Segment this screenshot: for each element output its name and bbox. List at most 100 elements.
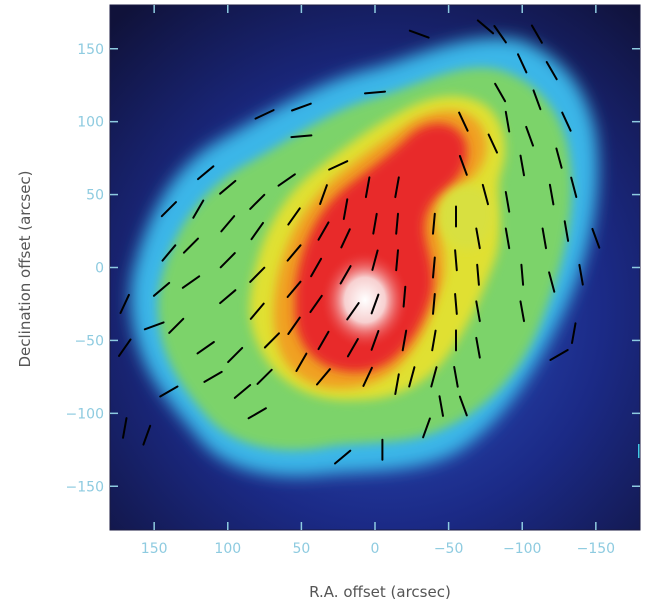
polarization-vector bbox=[563, 220, 570, 242]
polarization-vector bbox=[295, 352, 308, 372]
y-tick-label: −150 bbox=[66, 479, 104, 495]
polarization-vector bbox=[249, 302, 265, 320]
polarization-vector bbox=[319, 184, 328, 205]
polarization-vector bbox=[161, 244, 177, 262]
y-axis-label: Declination offset (arcsec) bbox=[16, 170, 34, 367]
polarization-vector bbox=[481, 183, 489, 206]
polarization-vector bbox=[408, 366, 416, 388]
polarization-vector bbox=[454, 293, 458, 315]
x-tick-label: 50 bbox=[292, 541, 310, 557]
polarization-vector bbox=[431, 329, 437, 352]
x-tick-label: −50 bbox=[434, 541, 464, 557]
polarization-vector bbox=[181, 275, 201, 289]
polarization-vector bbox=[263, 332, 280, 349]
polarization-vector bbox=[453, 366, 459, 388]
polarization-vector bbox=[430, 366, 438, 388]
polarization-vector bbox=[286, 244, 302, 262]
polarization-vector bbox=[310, 257, 323, 278]
polarization-vector bbox=[119, 293, 130, 314]
polarization-vector bbox=[525, 125, 534, 147]
polarization-vector bbox=[532, 89, 542, 111]
polarization-vector bbox=[168, 317, 185, 334]
polarization-vector bbox=[256, 368, 273, 385]
polarization-vector bbox=[247, 407, 267, 420]
polarization-vector bbox=[548, 183, 555, 206]
polarization-vector bbox=[422, 417, 431, 439]
polarization-vector bbox=[287, 316, 301, 335]
polarization-vector bbox=[555, 147, 563, 169]
polarization-vector bbox=[370, 293, 380, 315]
y-tick-label: 100 bbox=[77, 115, 104, 131]
emission-core bbox=[320, 250, 410, 350]
polarization-vector bbox=[458, 155, 468, 176]
polarization-vector bbox=[233, 384, 252, 399]
polarization-vector bbox=[432, 293, 436, 315]
polarization-vector bbox=[328, 160, 349, 171]
polarization-vector bbox=[334, 449, 352, 465]
polarization-vector bbox=[339, 265, 352, 285]
x-axis-label: R.A. offset (arcsec) bbox=[309, 583, 451, 601]
polarization-vector bbox=[203, 370, 223, 383]
polarization-vector bbox=[504, 191, 511, 213]
polarization-vector bbox=[197, 165, 215, 181]
polarization-vector bbox=[561, 111, 572, 132]
polarization-vector bbox=[402, 285, 407, 308]
polarization-vector bbox=[309, 294, 323, 314]
polarization-vector bbox=[548, 271, 556, 293]
polarization-vector bbox=[520, 263, 525, 286]
polarization-vector bbox=[340, 228, 351, 249]
polarization-vector bbox=[219, 179, 237, 195]
polarization-vector bbox=[342, 198, 349, 220]
polarization-vector bbox=[475, 336, 481, 359]
polarization-vector bbox=[316, 368, 331, 386]
polarization-vector bbox=[530, 24, 543, 44]
polarization-vector bbox=[454, 249, 458, 272]
polarization-vector bbox=[432, 212, 436, 235]
polarization-vector bbox=[395, 249, 399, 272]
polarization-vector bbox=[370, 330, 380, 351]
polarization-vector bbox=[277, 173, 296, 187]
polarization-vector bbox=[182, 237, 199, 254]
polarization-vector bbox=[591, 227, 601, 249]
intensity-image bbox=[110, 5, 640, 530]
polarization-vector bbox=[475, 300, 481, 323]
y-tick-label: −100 bbox=[66, 406, 104, 422]
edge-source bbox=[638, 444, 640, 458]
x-axis: 150 100 50 0 −50 −100 −150 bbox=[141, 5, 615, 557]
polarization-vector bbox=[220, 215, 236, 233]
polarization-vector bbox=[196, 341, 215, 355]
polarization-vector bbox=[290, 134, 313, 139]
polarization-vector bbox=[249, 266, 266, 283]
polarization-vector bbox=[118, 338, 132, 357]
polarization-vector bbox=[475, 227, 481, 250]
polarization-vector bbox=[517, 53, 528, 74]
x-tick-label: −150 bbox=[577, 541, 615, 557]
polarization-vector bbox=[394, 176, 400, 199]
polarization-vector bbox=[493, 25, 507, 44]
polarization-vector bbox=[408, 29, 430, 39]
polarization-vector bbox=[476, 19, 495, 35]
y-tick-label: −50 bbox=[74, 333, 104, 349]
polarization-vector bbox=[578, 263, 584, 286]
polarization-vector bbox=[371, 249, 379, 271]
polarization-vector bbox=[317, 221, 330, 241]
polarization-vector bbox=[287, 207, 301, 226]
y-tick-label: 150 bbox=[77, 42, 104, 58]
polarization-vector bbox=[291, 102, 312, 112]
polarization-vector bbox=[219, 252, 236, 269]
x-tick-label: 100 bbox=[214, 541, 241, 557]
polarization-vector bbox=[159, 385, 179, 398]
polarization-vector bbox=[219, 289, 237, 305]
x-tick-label: 0 bbox=[371, 541, 380, 557]
polarization-vector bbox=[571, 322, 577, 344]
polarization-vector bbox=[364, 176, 371, 199]
polarization-vector bbox=[519, 154, 525, 177]
polarization-vector bbox=[401, 329, 408, 352]
polarization-vector bbox=[249, 193, 266, 210]
polarization-vector bbox=[160, 201, 177, 218]
polarization-vector bbox=[432, 256, 436, 279]
y-axis: 150 100 50 0 −50 −100 −150 bbox=[66, 42, 640, 495]
polarization-vector bbox=[364, 90, 386, 95]
polarization-vector bbox=[458, 395, 468, 417]
